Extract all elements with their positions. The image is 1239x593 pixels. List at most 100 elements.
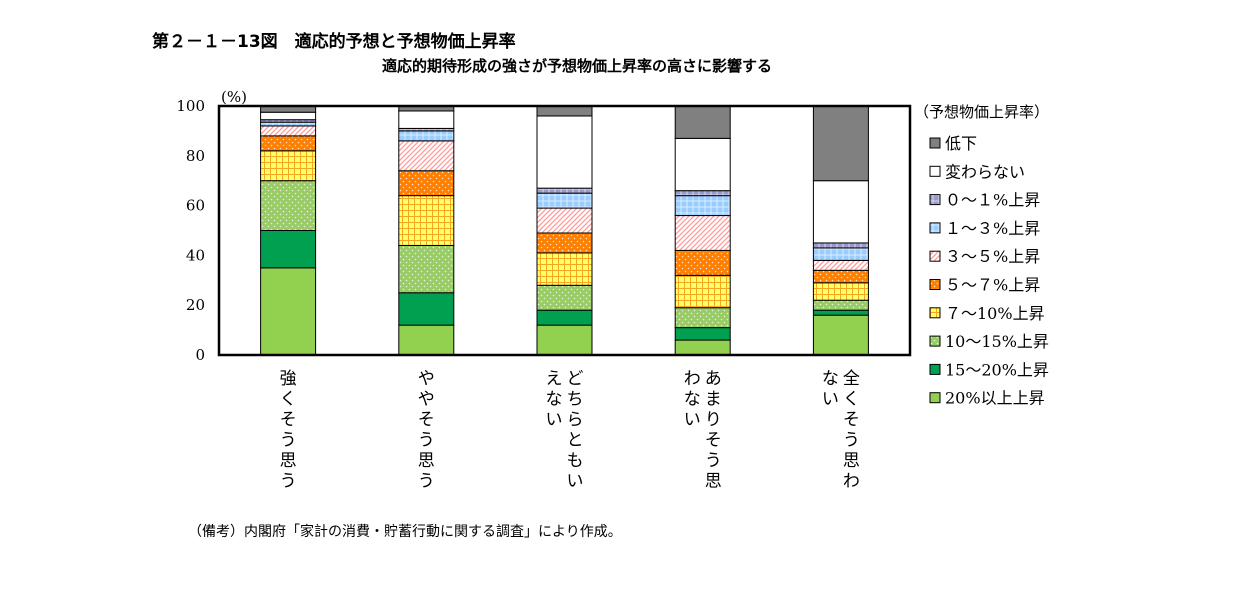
legend-label-r20: 20%以上上昇: [945, 389, 1045, 408]
legend-label-r5_7: ５～７%上昇: [945, 276, 1040, 295]
x-category-char: う: [705, 451, 722, 471]
bar-segment-r20-2: [398, 324, 455, 356]
bar-segment-r5_7-3: [536, 232, 593, 254]
y-tick-label: 80: [186, 147, 205, 165]
x-category-char: そ: [705, 431, 722, 451]
x-category-char: な: [684, 390, 701, 410]
legend-swatch-r3_5: [929, 250, 941, 262]
y-tick-label: 20: [186, 296, 205, 314]
x-category-char: う: [280, 472, 297, 492]
legend-label-r10_15: 10～15%上昇: [945, 332, 1049, 351]
bar-segment-r7_10-2: [398, 195, 455, 246]
x-category-char: 思: [418, 451, 435, 471]
bar-segment-r7_10-1: [260, 150, 317, 182]
legend-title: （予想物価上昇率）: [914, 103, 1049, 121]
x-category-char: そ: [418, 410, 435, 430]
legend-item-r3_5: ３～５%上昇: [929, 247, 1040, 266]
x-category-char: う: [843, 431, 860, 451]
bar-segment-r0_1-3: [536, 187, 593, 194]
x-category-char: な: [822, 369, 839, 389]
bar-segment-r10_15-3: [536, 284, 593, 311]
x-category-char: う: [280, 431, 297, 451]
x-category-label-4-line-2: わない: [684, 369, 701, 430]
y-axis: 0 20 40 60 80 100: [176, 97, 205, 364]
legend-swatch-r15_20: [929, 363, 941, 375]
plot-frame: [217, 104, 912, 357]
x-category-char: や: [418, 369, 435, 389]
x-category-char: や: [418, 390, 435, 410]
bar-segment-decline-5: [812, 105, 869, 182]
bar-segment-r20-5: [812, 314, 869, 356]
legend-label-r0_1: ０～１%上昇: [945, 191, 1040, 210]
x-category-char: な: [546, 390, 563, 410]
legend-swatch-r0_1: [929, 194, 941, 206]
bar-segment-r3_5-4: [674, 215, 731, 251]
bar-segment-r1_3-2: [398, 130, 455, 142]
legend-label-r3_5: ３～５%上昇: [945, 247, 1040, 266]
x-category-char: 思: [843, 451, 860, 471]
bar-segment-r5_7-2: [398, 170, 455, 197]
x-category-char: い: [567, 472, 584, 492]
y-tick-label: 60: [186, 197, 205, 215]
legend-item-r5_7: ５～７%上昇: [929, 276, 1040, 295]
y-tick-label: 100: [176, 97, 205, 115]
x-category-char: ど: [567, 369, 584, 389]
x-category-char: 全: [843, 369, 860, 389]
bar-segment-r3_5-1: [260, 125, 317, 137]
x-category-char: そ: [280, 410, 297, 430]
x-category-char: り: [705, 410, 722, 430]
x-category-char: あ: [705, 369, 722, 389]
x-category-char: く: [280, 390, 297, 410]
bar-segment-r3_5-5: [812, 259, 869, 271]
bar-segment-nochange-1: [260, 111, 317, 121]
legend-label-nochange: 変わらない: [945, 162, 1025, 181]
bar-segment-r10_15-1: [260, 180, 317, 231]
x-category-char: う: [418, 472, 435, 492]
legend-label-r1_3: １～３%上昇: [945, 219, 1040, 238]
bar-segment-r7_10-3: [536, 252, 593, 286]
bar-segment-r20-4: [674, 339, 731, 356]
legend-item-r7_10: ７～10%上昇: [929, 304, 1045, 323]
legend-label-r7_10: ７～10%上昇: [945, 304, 1045, 323]
legend-item-r10_15: 10～15%上昇: [929, 332, 1049, 351]
x-category-char: い: [684, 410, 701, 430]
legend-swatch-r7_10: [929, 307, 941, 319]
bar-segment-r10_15-5: [812, 299, 869, 311]
legend-swatch-r10_15: [929, 335, 941, 347]
bar-segment-r5_7-1: [260, 135, 317, 152]
legend-swatch-nochange: [929, 165, 941, 177]
x-category-char: く: [843, 390, 860, 410]
x-category-char: ら: [567, 410, 584, 430]
x-category-char: わ: [684, 369, 701, 389]
x-category-char: ま: [705, 390, 722, 410]
source-note: （備考）内閣府「家計の消費・貯蓄行動に関する調査」により作成。: [188, 524, 622, 540]
x-category-char: え: [546, 369, 563, 389]
x-category-label-3-line-2: えない: [546, 369, 563, 430]
legend-item-decline: 低下: [929, 134, 977, 153]
bar-segment-r3_5-3: [536, 207, 593, 234]
bar-segment-r15_20-5: [812, 309, 869, 316]
bar-segment-r1_3-4: [674, 195, 731, 217]
x-category-label-5-line-2: ない: [822, 369, 839, 410]
x-category-char: ち: [567, 390, 584, 410]
legend-swatch-decline: [929, 137, 941, 149]
x-category-char: と: [567, 431, 584, 451]
y-tick-label: 40: [186, 246, 205, 264]
legend-swatch-r5_7: [929, 279, 941, 290]
legend-label-decline: 低下: [945, 134, 977, 153]
x-category-char: う: [418, 431, 435, 451]
bar-segment-r15_20-4: [674, 327, 731, 341]
bar-segment-r5_7-4: [674, 249, 731, 276]
x-category-char: 思: [280, 451, 297, 471]
bar-segment-r1_3-1: [260, 121, 317, 127]
legend-swatch-r1_3: [929, 222, 941, 234]
x-category-char: い: [822, 390, 839, 410]
x-category-char: い: [546, 410, 563, 430]
